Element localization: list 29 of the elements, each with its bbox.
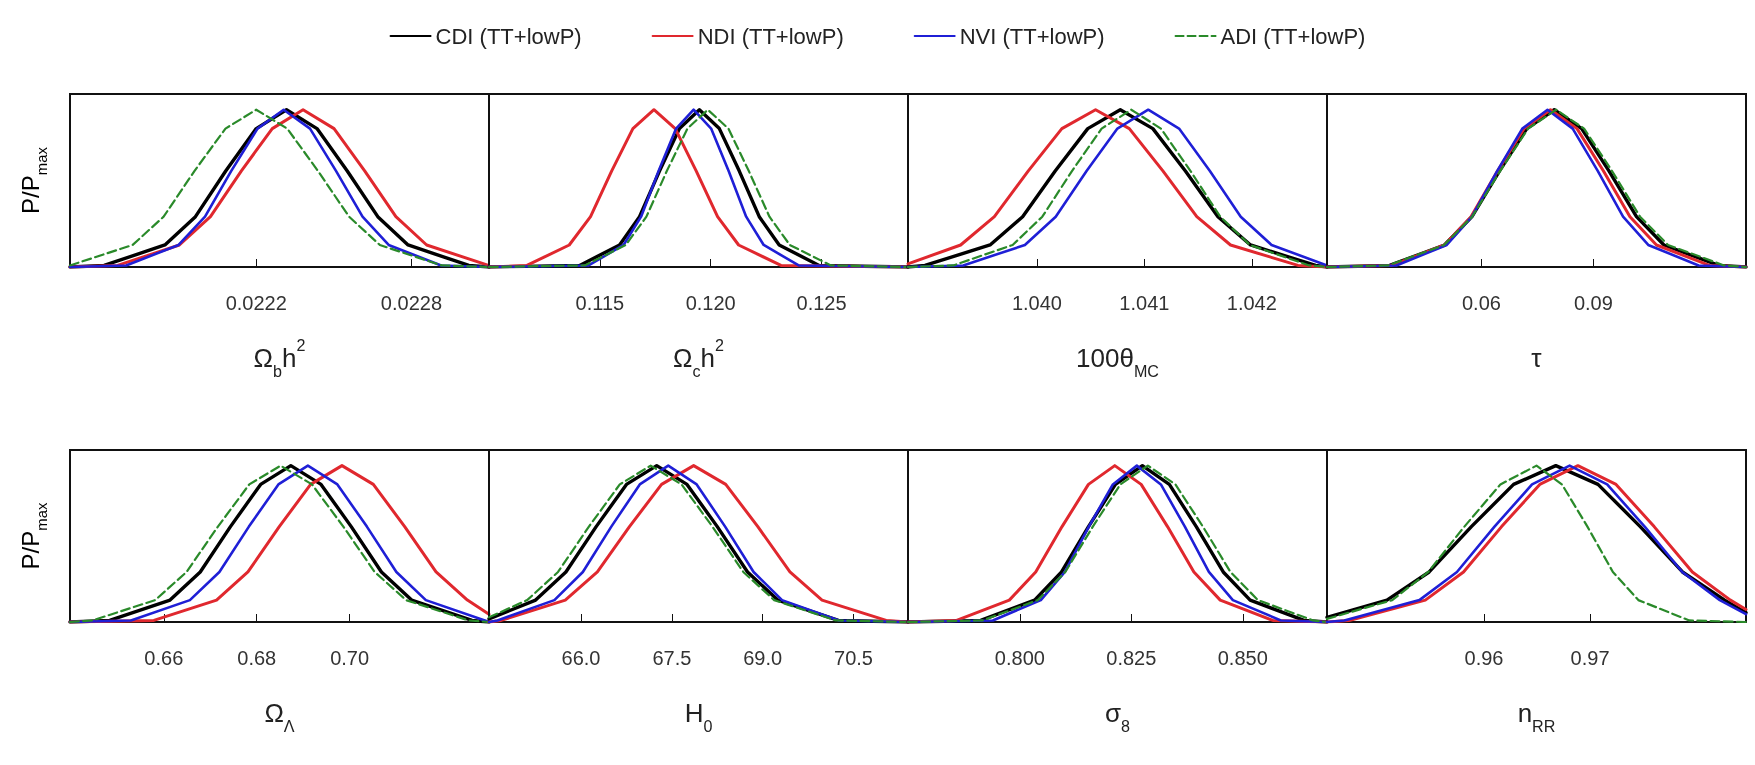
x-tick-label: 70.5 — [834, 647, 873, 669]
x-tick-label: 0.68 — [237, 647, 277, 669]
x-tick-label: 0.115 — [575, 292, 625, 314]
x-tick-label: 0.825 — [1106, 647, 1157, 669]
legend-label: NDI (TT+lowP) — [697, 23, 844, 49]
x-tick-label: 0.09 — [1573, 292, 1613, 314]
x-tick-label: 0.97 — [1570, 647, 1610, 669]
y-axis-title: P/Pmax — [16, 146, 50, 214]
x-axis-title: τ — [1531, 342, 1543, 373]
x-tick-label: 0.66 — [144, 647, 184, 669]
legend-label: ADI (TT+lowP) — [1220, 23, 1366, 49]
x-tick-label: 0.120 — [685, 292, 736, 314]
x-tick-label: 0.0228 — [380, 292, 442, 314]
legend-label: NVI (TT+lowP) — [959, 23, 1105, 49]
y-axis-title: P/Pmax — [16, 502, 50, 570]
x-tick-label: 0.850 — [1217, 647, 1268, 669]
x-tick-label: 66.0 — [561, 647, 601, 669]
x-tick-label: 0.800 — [994, 647, 1045, 669]
x-tick-label: 1.042 — [1226, 292, 1277, 314]
x-tick-label: 0.125 — [796, 292, 847, 314]
x-tick-label: 1.041 — [1119, 292, 1170, 314]
x-tick-label: 0.06 — [1462, 292, 1501, 314]
x-tick-label: 69.0 — [743, 647, 783, 669]
x-tick-label: 0.0222 — [225, 292, 287, 314]
x-tick-label: 0.96 — [1464, 647, 1504, 669]
x-tick-label: 0.70 — [330, 647, 370, 669]
x-tick-label: 1.040 — [1011, 292, 1062, 314]
legend-label: CDI (TT+lowP) — [435, 23, 582, 49]
x-tick-label: 67.5 — [652, 647, 692, 669]
